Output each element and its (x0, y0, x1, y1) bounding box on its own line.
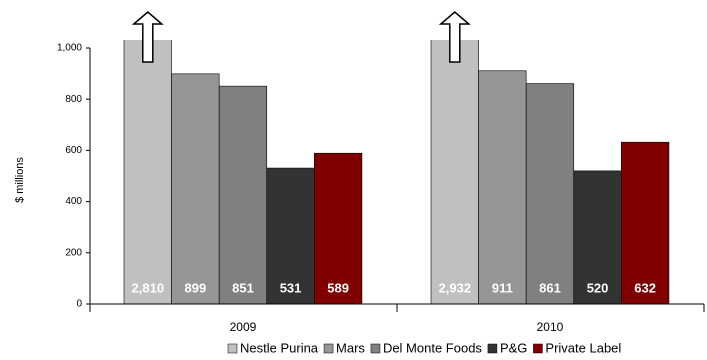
legend-swatch (323, 343, 334, 354)
value-label: 520 (587, 280, 609, 295)
y-tick-label: 1,000 (57, 43, 82, 54)
x-tick-label: 2009 (230, 320, 257, 334)
legend-swatch (533, 343, 543, 354)
bar (430, 40, 479, 305)
value-label: 861 (539, 280, 561, 295)
y-tick-label: 800 (65, 94, 82, 105)
value-label: 589 (327, 280, 349, 295)
bar (218, 85, 268, 305)
value-label: 531 (280, 280, 302, 295)
y-axis-label: $ millions (14, 157, 26, 203)
bar (266, 167, 315, 305)
bar (573, 170, 622, 305)
y-tick-label: 0 (76, 299, 82, 310)
bar (525, 83, 575, 305)
x-tick-label: 2010 (537, 320, 564, 334)
bar (478, 70, 527, 305)
legend-swatch (487, 343, 498, 354)
legend-label: P&G (500, 340, 527, 355)
y-tick-label: 400 (65, 196, 82, 207)
overflow-arrow (438, 11, 471, 63)
bar (171, 73, 220, 305)
bars (123, 40, 670, 305)
legend-swatch (370, 343, 381, 354)
value-label: 911 (492, 280, 513, 295)
legend-swatch (227, 343, 238, 354)
bar (314, 152, 363, 305)
y-tick-label: 600 (65, 145, 82, 156)
value-label: 632 (634, 280, 656, 295)
value-label: 2,810 (132, 280, 165, 295)
overflow-arrow (131, 11, 164, 63)
legend-label: Mars (336, 340, 365, 355)
value-label: 851 (232, 280, 254, 295)
y-tick-label: 200 (65, 247, 82, 258)
value-label: 2,932 (439, 280, 472, 295)
bar (621, 141, 670, 305)
legend-label: Nestle Purina (240, 340, 319, 355)
legend-label: Del Monte Foods (383, 340, 482, 355)
legend-label: Private Label (545, 340, 621, 355)
value-label: 899 (185, 280, 207, 295)
